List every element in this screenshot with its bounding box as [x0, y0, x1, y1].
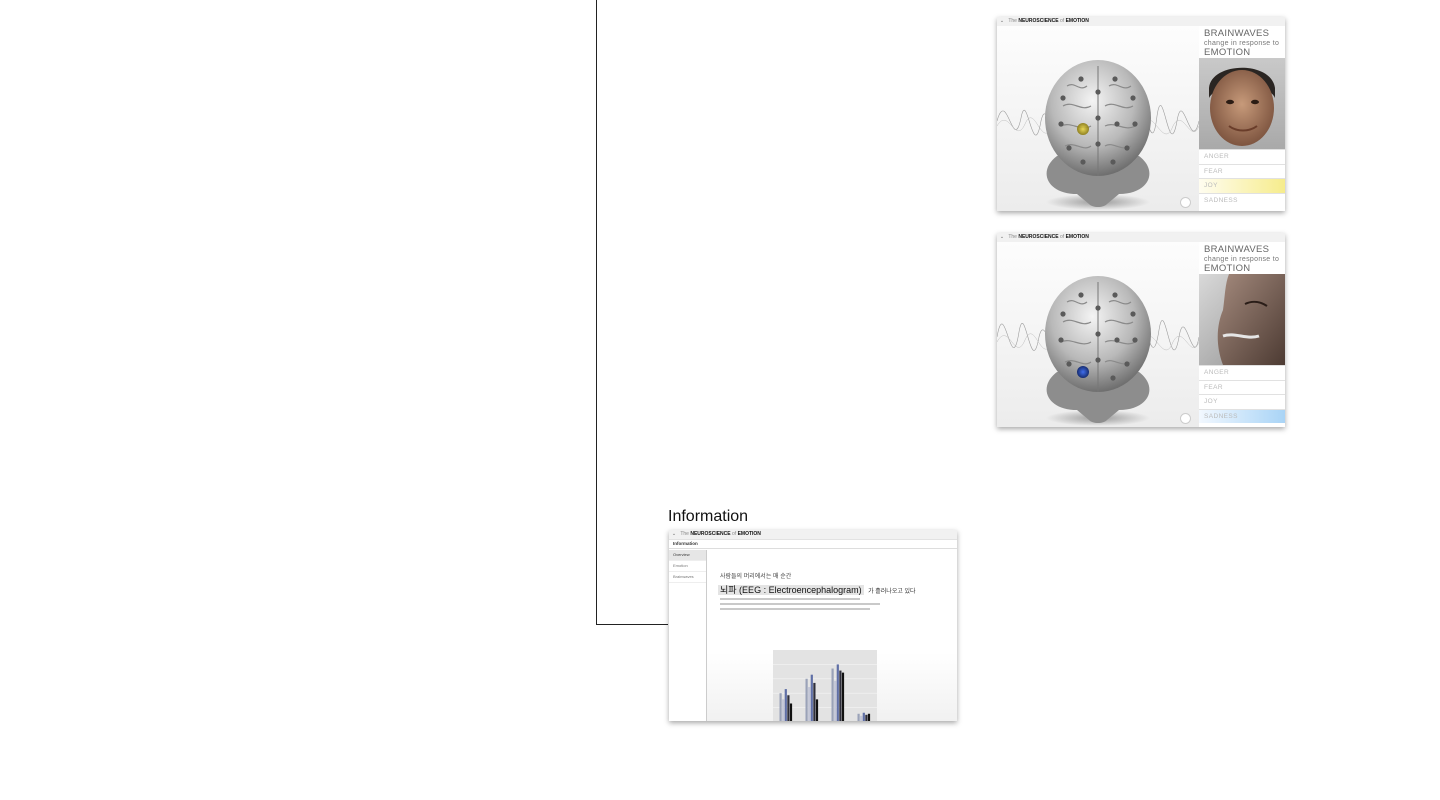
chart-bar [867, 713, 871, 721]
chart-bar [865, 714, 868, 721]
emotion-screen-joy: ⌄ The NEUROSCIENCE of EMOTION [997, 17, 1285, 211]
header-the: The [1008, 18, 1017, 24]
header-neuroscience: NEUROSCIENCE [1018, 234, 1059, 240]
app-header: ⌄ The NEUROSCIENCE of EMOTION [669, 530, 957, 540]
chart-bar [782, 699, 785, 721]
header-of: of [732, 531, 737, 537]
header-of: of [1060, 18, 1065, 24]
chart-bar [789, 703, 793, 721]
emotion-item-fear[interactable]: FEAR [1199, 379, 1285, 395]
header-neuroscience: NEUROSCIENCE [1018, 18, 1059, 24]
info-sidebar: Overview Emotion Brainwaves [669, 550, 707, 721]
chart-bar [836, 664, 839, 721]
brain-visualization [997, 26, 1199, 211]
active-electrode [1077, 366, 1089, 378]
emotion-photo [1199, 274, 1285, 365]
emotion-item-joy[interactable]: JOY [1199, 178, 1285, 193]
brain-head-illustration [997, 60, 1199, 210]
chart-bar [841, 672, 845, 721]
info-subheader: Information [669, 539, 957, 549]
heading-emotion: EMOTION [1204, 47, 1251, 58]
emotion-item-joy[interactable]: JOY [1199, 394, 1285, 409]
header-of: of [1060, 234, 1065, 240]
chart-bar [839, 670, 842, 721]
chart-bar [860, 715, 863, 721]
chart-bar [805, 678, 808, 721]
body-text-line [720, 603, 880, 605]
emotion-item-anger[interactable]: ANGER [1199, 365, 1285, 380]
emotion-photo [1199, 58, 1285, 149]
information-screen: ⌄ The NEUROSCIENCE of EMOTION Informatio… [669, 530, 957, 721]
flow-connector-vertical [596, 0, 597, 625]
body-text-line [720, 598, 860, 600]
chart-bars [779, 664, 871, 721]
chart-bar [810, 674, 813, 721]
header-emotion: EMOTION [1065, 234, 1089, 240]
chart-bar [813, 682, 816, 721]
emotion-list: ANGER FEAR JOY SADNESS [1199, 149, 1285, 207]
chart-bar [862, 712, 865, 721]
nav-item-overview[interactable]: Overview [669, 550, 706, 561]
active-electrode [1077, 123, 1089, 135]
chart-bar [787, 695, 790, 721]
emotion-panel: BRAINWAVES change in response to EMOTION… [1199, 242, 1285, 427]
headline-tail: 가 흘러나오고 있다 [868, 589, 916, 595]
nav-item-brainwaves[interactable]: Brainwaves [669, 572, 706, 583]
info-subtitle: 사람들의 머리에서는 매 순간 [720, 574, 792, 580]
header-emotion: EMOTION [737, 531, 761, 537]
headline-eeg: 뇌파 (EEG : Electroencephalogram) [718, 585, 864, 595]
header-the: The [1008, 234, 1017, 240]
section-title-information: Information [668, 508, 749, 525]
emotion-screen-sadness: ⌄ The NEUROSCIENCE of EMOTION [997, 233, 1285, 427]
emotion-item-sadness[interactable]: SADNESS [1199, 192, 1285, 208]
chevron-down-icon[interactable]: ⌄ [999, 234, 1005, 240]
emotion-item-sadness[interactable]: SADNESS [1199, 408, 1285, 423]
emotion-panel: BRAINWAVES change in response to EMOTION… [1199, 26, 1285, 211]
heading-brainwaves: BRAINWAVES [1204, 244, 1270, 255]
heading-emotion: EMOTION [1204, 263, 1251, 274]
header-emotion: EMOTION [1065, 18, 1089, 24]
toggle-circle[interactable] [1180, 197, 1191, 208]
heading-change: change in response to [1204, 256, 1280, 263]
chart-bar [815, 699, 819, 721]
brainwave-bar-chart [773, 650, 877, 721]
toggle-circle[interactable] [1180, 413, 1191, 424]
emotion-item-anger[interactable]: ANGER [1199, 149, 1285, 164]
info-headline: 뇌파 (EEG : Electroencephalogram) 가 흘러나오고 … [718, 580, 916, 598]
chart-bar [857, 713, 860, 721]
chart-bar [779, 693, 782, 721]
nav-item-emotion[interactable]: Emotion [669, 561, 706, 572]
chart-bar [784, 689, 787, 721]
header-the: The [680, 531, 689, 537]
brain-head-illustration [997, 276, 1199, 426]
info-content: 사람들의 머리에서는 매 순간 뇌파 (EEG : Electroencepha… [707, 550, 957, 721]
flow-connector-horizontal [596, 624, 668, 625]
heading-change: change in response to [1204, 40, 1280, 47]
heading-brainwaves: BRAINWAVES [1204, 28, 1270, 39]
body-text-line [720, 608, 870, 610]
brain-visualization [997, 242, 1199, 427]
chart-bar [831, 668, 834, 721]
chevron-down-icon[interactable]: ⌄ [671, 531, 677, 537]
header-neuroscience: NEUROSCIENCE [690, 531, 731, 537]
chart-bar [834, 680, 837, 721]
chevron-down-icon[interactable]: ⌄ [999, 18, 1005, 24]
emotion-list: ANGER FEAR JOY SADNESS [1199, 365, 1285, 423]
chart-bar [808, 687, 811, 721]
emotion-item-fear[interactable]: FEAR [1199, 163, 1285, 179]
